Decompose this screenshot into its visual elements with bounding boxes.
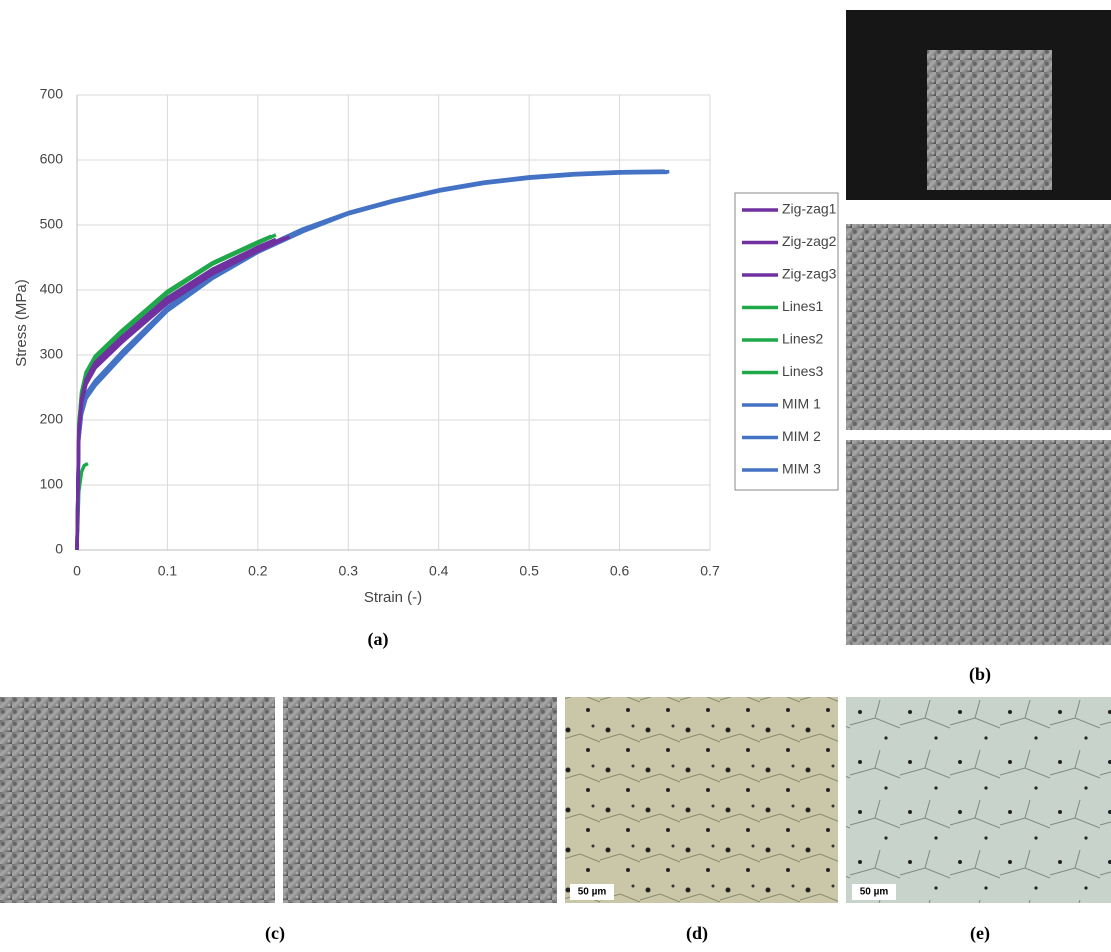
x-tick-label: 0.3: [339, 563, 359, 579]
micrographs: 50 µm 50 µm: [0, 10, 1111, 903]
y-axis-label: Stress (MPa): [13, 279, 30, 367]
panel-label: (b): [969, 664, 991, 685]
series-line: [77, 172, 668, 550]
series-line: [77, 171, 665, 550]
legend-label: Zig-zag3: [782, 266, 837, 282]
legend-label: Lines3: [782, 363, 823, 379]
sem-image: [846, 440, 1111, 645]
y-tick-label: 0: [55, 541, 63, 557]
panel-label: (c): [265, 923, 285, 944]
x-tick-label: 0.7: [700, 563, 720, 579]
y-tick-label: 300: [40, 346, 64, 362]
legend-label: MIM 3: [782, 461, 821, 477]
scale-label: 50 µm: [578, 887, 607, 898]
legend-label: Zig-zag2: [782, 233, 837, 249]
panel-label: (e): [970, 923, 990, 944]
scale-label: 50 µm: [860, 887, 889, 898]
y-tick-label: 700: [40, 86, 64, 102]
x-axis-label: Strain (-): [364, 589, 422, 606]
legend-label: Zig-zag1: [782, 201, 837, 217]
sem-image: [0, 697, 275, 903]
panel-label: (d): [686, 923, 708, 944]
y-tick-label: 200: [40, 411, 64, 427]
y-tick-label: 600: [40, 151, 64, 167]
legend-label: MIM 1: [782, 396, 821, 412]
legend-label: Lines1: [782, 298, 823, 314]
x-tick-label: 0.5: [519, 563, 539, 579]
x-tick-label: 0.1: [158, 563, 178, 579]
sem-image: [846, 224, 1111, 430]
y-tick-label: 400: [40, 281, 64, 297]
legend-label: MIM 2: [782, 428, 821, 444]
series-line: [77, 172, 669, 550]
plot: 0 100 200 300 400 500 600 700 0 0.1 0.2 0.3 0.4 0.5 0.…: [40, 86, 720, 579]
sem-image: [927, 50, 1052, 190]
y-tick-label: 500: [40, 216, 64, 232]
figure: 50 µm 50 µm (a) (b) (c) (d) (e) Strain (…: [0, 0, 1111, 947]
optical-image: [565, 697, 838, 903]
y-tick-label: 100: [40, 476, 64, 492]
x-tick-label: 0.2: [248, 563, 268, 579]
legend-label: Lines2: [782, 331, 823, 347]
series-line: [77, 236, 271, 550]
x-tick-label: 0.4: [429, 563, 449, 579]
sem-image: [283, 697, 557, 903]
panel-label: (a): [368, 629, 389, 650]
series-line: [77, 235, 276, 550]
x-tick-label: 0: [73, 563, 81, 579]
optical-image: [846, 697, 1111, 903]
x-tick-label: 0.6: [610, 563, 630, 579]
